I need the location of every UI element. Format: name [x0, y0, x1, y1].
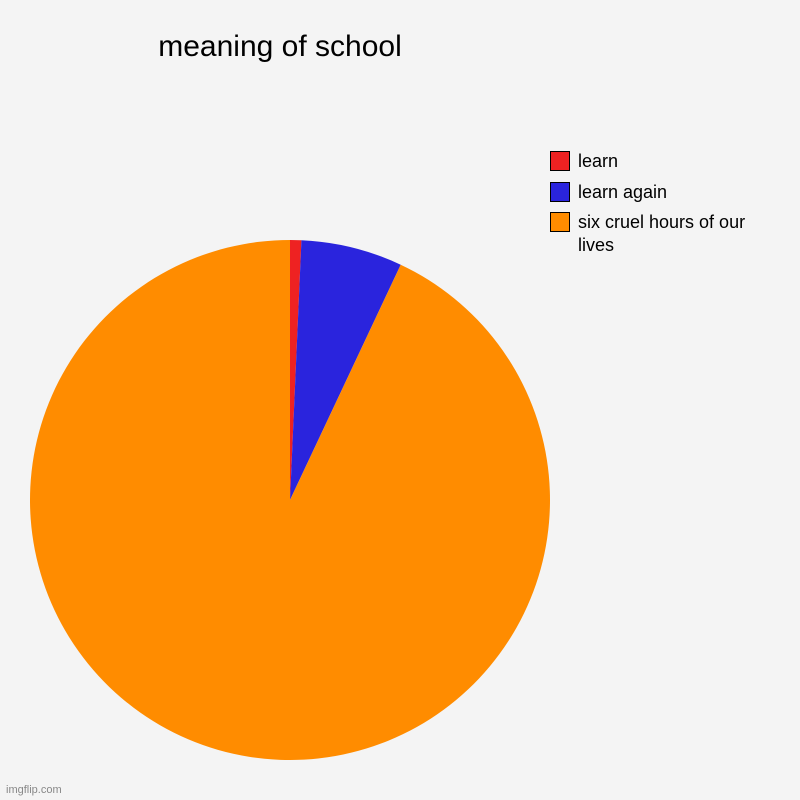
- pie-chart: [30, 240, 550, 765]
- legend-label: six cruel hours of our lives: [578, 211, 780, 256]
- watermark: imgflip.com: [6, 784, 62, 796]
- chart-canvas: meaning of school learn learn again six …: [0, 0, 800, 800]
- legend-item: learn: [550, 150, 780, 173]
- legend-swatch: [550, 182, 570, 202]
- pie-svg: [30, 240, 550, 760]
- legend-label: learn again: [578, 181, 667, 204]
- legend-label: learn: [578, 150, 618, 173]
- legend-item: six cruel hours of our lives: [550, 211, 780, 256]
- legend: learn learn again six cruel hours of our…: [550, 150, 780, 264]
- legend-item: learn again: [550, 181, 780, 204]
- chart-title: meaning of school: [0, 30, 560, 64]
- legend-swatch: [550, 151, 570, 171]
- pie-slice: [30, 240, 550, 760]
- legend-swatch: [550, 212, 570, 232]
